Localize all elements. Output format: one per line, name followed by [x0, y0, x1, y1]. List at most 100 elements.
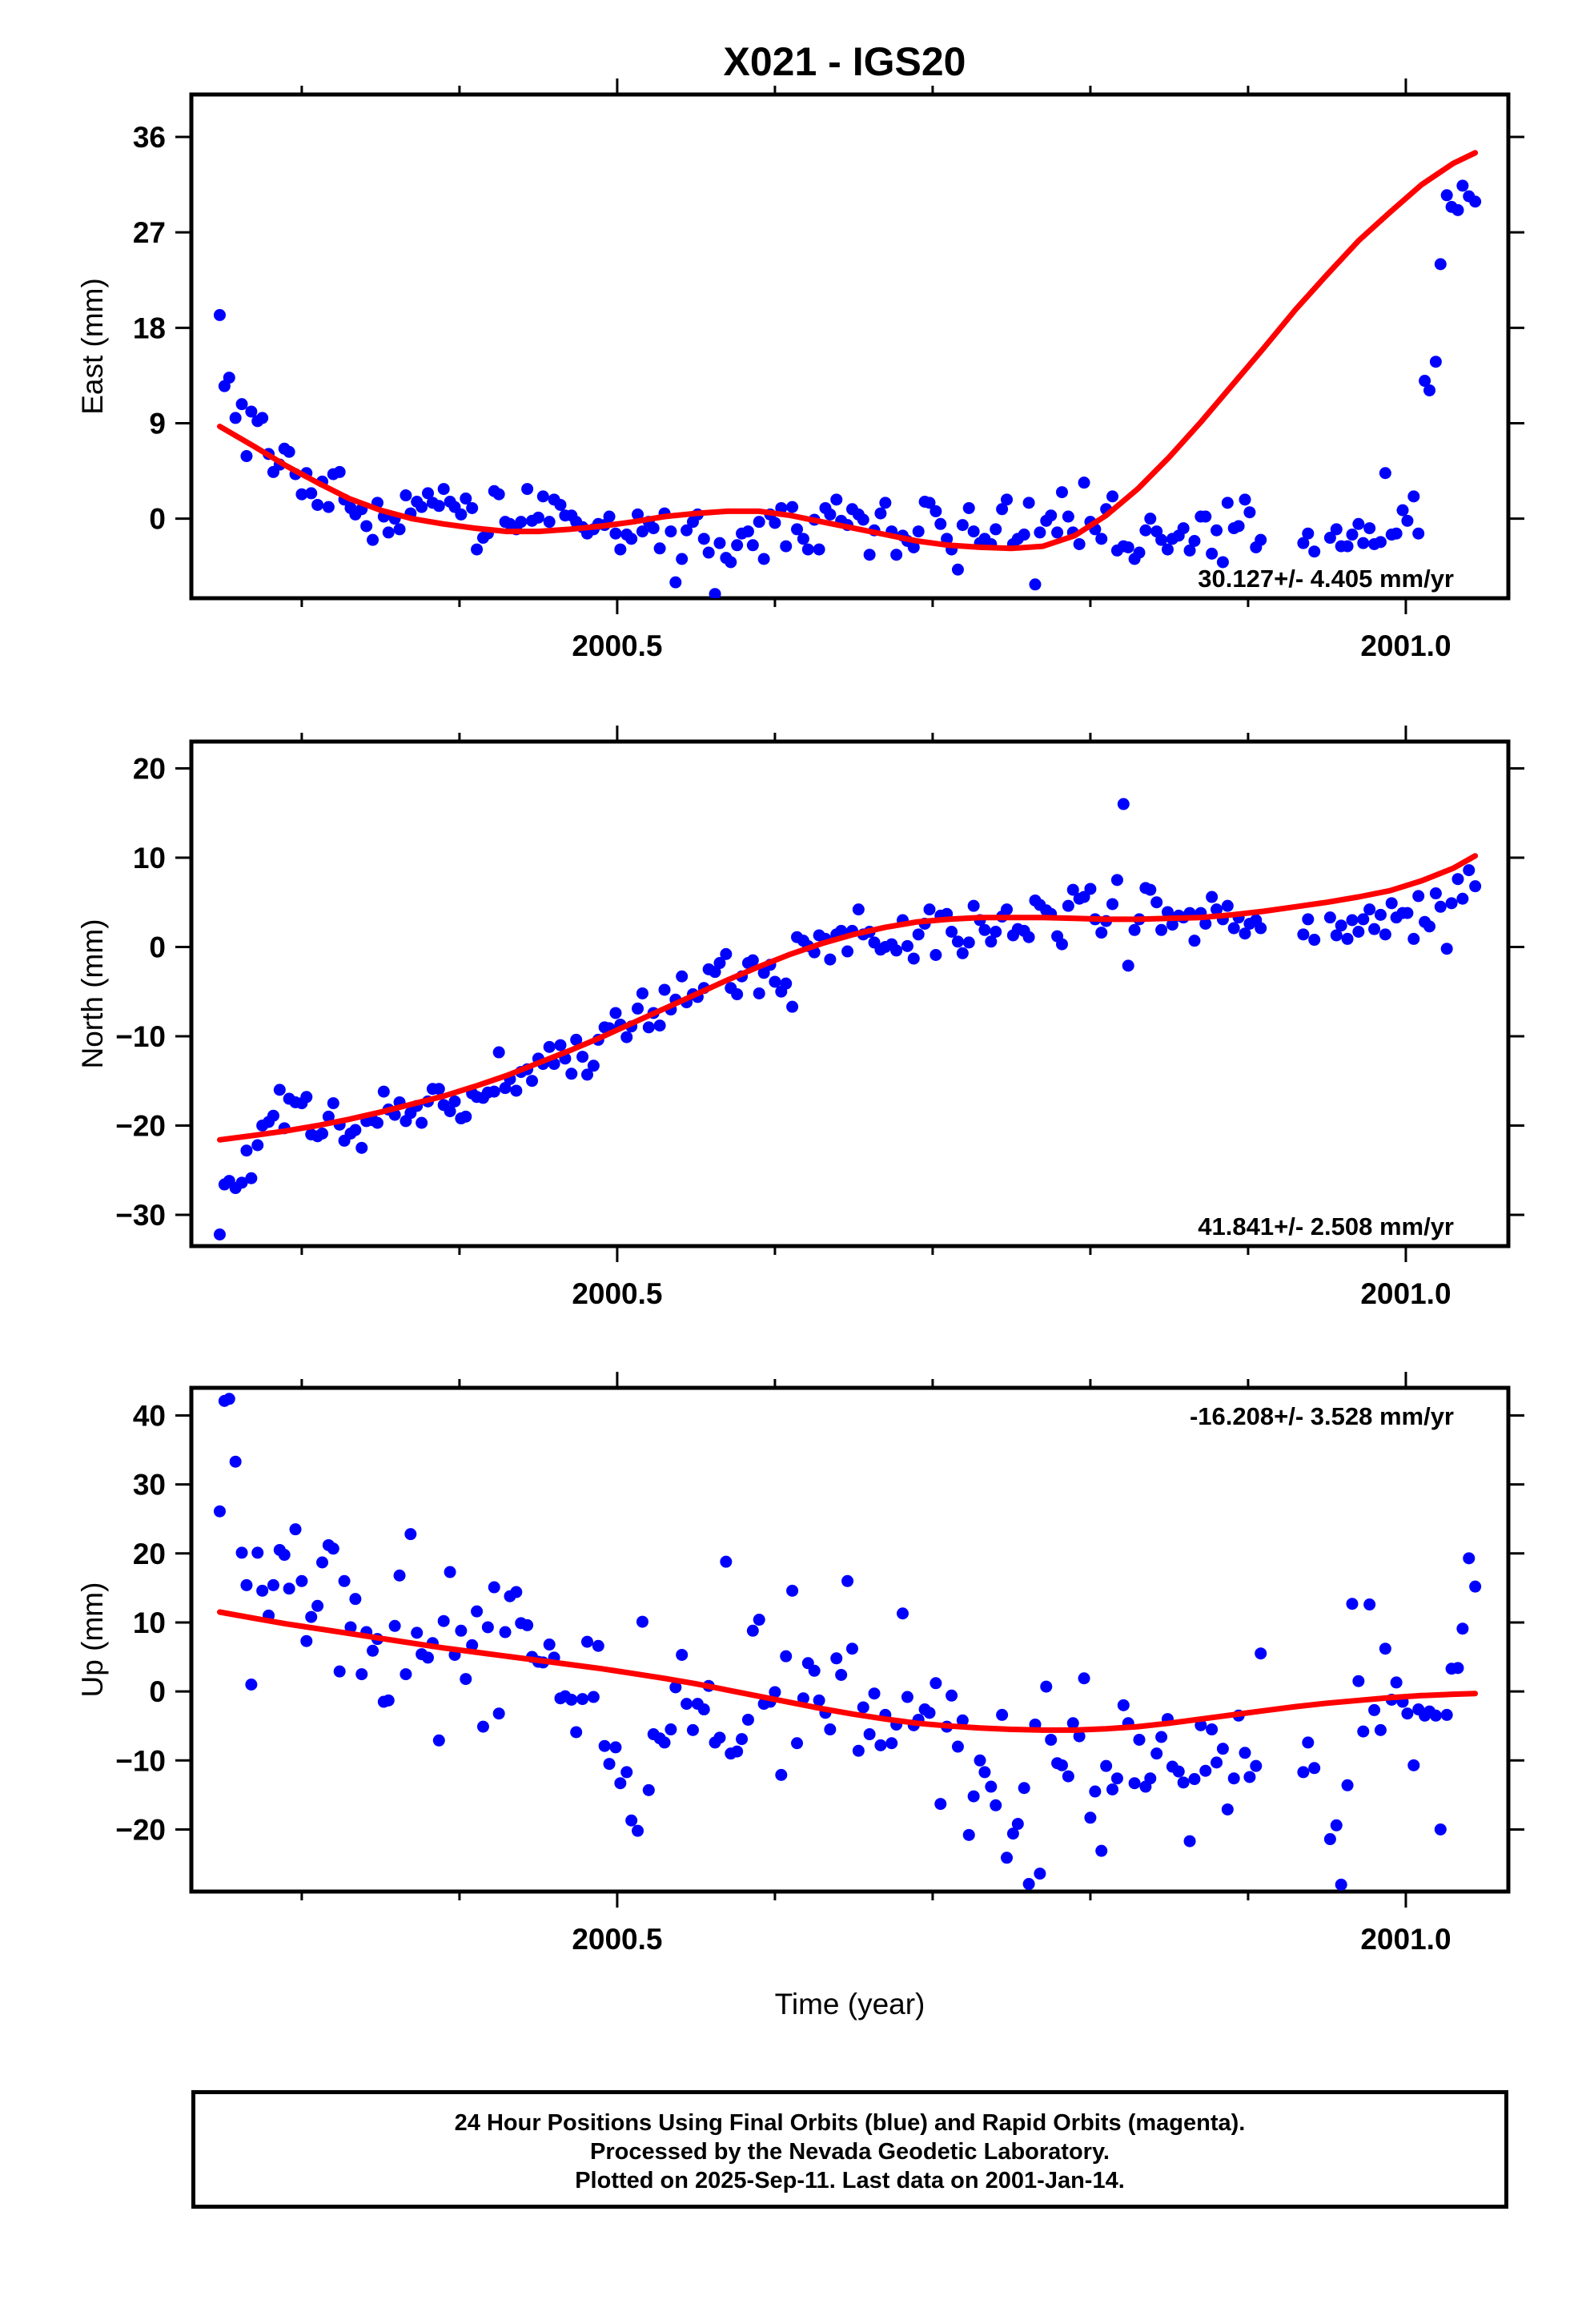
up-data-point [824, 1723, 837, 1736]
east-data-point [1177, 522, 1190, 535]
east-data-point [1390, 527, 1403, 540]
up-data-point [609, 1741, 622, 1754]
east-data-point [432, 500, 445, 513]
caption-line-3: Plotted on 2025-Sep-11. Last data on 200… [575, 2168, 1125, 2193]
up-data-point [393, 1569, 406, 1582]
up-data-point [808, 1664, 821, 1677]
east-data-point [1051, 526, 1064, 539]
east-fit-line [217, 150, 1479, 552]
east-data-point [240, 450, 253, 463]
east-data-point [1188, 534, 1201, 547]
up-data-point [1177, 1776, 1190, 1789]
east-data-point [360, 520, 373, 533]
north-data-point [1357, 913, 1370, 926]
east-data-point [912, 525, 925, 538]
up-data-point [813, 1694, 825, 1707]
up-data-point [213, 1505, 226, 1518]
east-data-point [1396, 504, 1409, 517]
up-data-point [1089, 1785, 1102, 1798]
east-data-point [1078, 476, 1090, 489]
up-data-point [466, 1638, 479, 1651]
north-y-tick-label: −30 [115, 1199, 166, 1232]
up-data-point [388, 1619, 401, 1632]
up-data-point [1297, 1766, 1310, 1779]
north-data-point [1239, 927, 1251, 940]
north-data-point [322, 1110, 335, 1123]
east-rate-annotation: 30.127+/- 4.405 mm/yr [1198, 565, 1454, 593]
up-data-point [1073, 1730, 1086, 1743]
north-data-point [901, 939, 913, 952]
up-frame [189, 1385, 1511, 1894]
up-data-point [1128, 1777, 1141, 1790]
east-data-point [665, 525, 677, 538]
east-data-point [1379, 467, 1391, 480]
north-data-point [1117, 798, 1130, 810]
caption-line-1: 24 Hour Positions Using Final Orbits (bl… [454, 2110, 1246, 2136]
north-data-point [1297, 928, 1310, 941]
up-data-point [1188, 1773, 1201, 1786]
up-data-point [746, 1624, 759, 1637]
north-data-point [1346, 914, 1359, 927]
up-data-point [492, 1707, 505, 1720]
up-data-point [432, 1734, 445, 1747]
north-data-point [1022, 931, 1035, 943]
east-points [213, 179, 1482, 598]
up-data-point [1456, 1622, 1469, 1635]
up-data-point [1133, 1733, 1146, 1746]
east-data-point [857, 513, 869, 526]
up-data-point [885, 1737, 898, 1750]
up-points [213, 1393, 1482, 1891]
up-data-point [1018, 1782, 1030, 1795]
up-y-tick-label: 20 [133, 1538, 166, 1570]
north-frame [189, 739, 1511, 1248]
east-data-point [669, 576, 682, 589]
up-data-point [367, 1644, 379, 1657]
up-data-point [316, 1556, 329, 1569]
north-data-point [1221, 899, 1234, 912]
north-data-point [499, 1082, 512, 1095]
up-fit-line [217, 1609, 1479, 1733]
north-data-point [213, 1228, 226, 1241]
north-data-point [841, 945, 854, 958]
east-y-tick-label: 0 [149, 503, 166, 536]
east-data-point [492, 488, 505, 501]
north-data-point [746, 954, 759, 967]
up-data-point [852, 1744, 865, 1757]
up-data-point [460, 1673, 472, 1686]
north-data-point [1456, 892, 1469, 905]
up-data-point [990, 1799, 1002, 1811]
east-data-point [245, 405, 258, 418]
east-data-point [1133, 546, 1146, 559]
east-data-point [863, 549, 876, 561]
up-data-point [1040, 1680, 1053, 1693]
east-data-point [1323, 532, 1336, 545]
up-data-point [251, 1546, 264, 1559]
up-data-point [1250, 1759, 1263, 1772]
north-data-point [1227, 922, 1240, 935]
up-data-point [576, 1693, 589, 1706]
north-data-point [1095, 927, 1108, 939]
up-data-point [1034, 1868, 1046, 1880]
up-data-point [620, 1766, 633, 1779]
north-data-point [526, 1075, 539, 1088]
north-data-point [985, 935, 998, 948]
up-y-tick-label: −20 [115, 1813, 166, 1846]
east-data-point [890, 549, 903, 561]
north-data-point [769, 975, 781, 988]
up-y-tick-label: −10 [115, 1744, 166, 1777]
north-data-point [492, 1046, 505, 1059]
north-data-point [1110, 874, 1123, 887]
up-data-point [642, 1783, 655, 1796]
up-data-point [731, 1745, 744, 1758]
east-data-point [951, 563, 964, 576]
east-data-point [235, 398, 248, 411]
east-data-point [731, 539, 744, 552]
east-data-point [1199, 510, 1212, 523]
north-data-point [1161, 906, 1174, 919]
up-data-point [1363, 1598, 1376, 1611]
east-data-point [1429, 356, 1442, 368]
north-data-point [1330, 929, 1343, 942]
north-data-point [273, 1084, 286, 1096]
